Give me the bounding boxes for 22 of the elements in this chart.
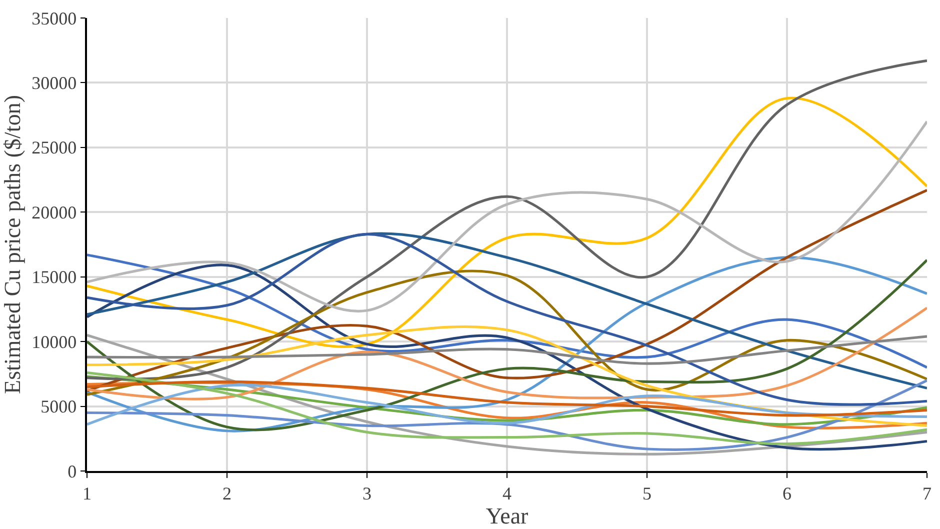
y-tick-label: 0 [68,461,77,482]
x-tick-label: 7 [922,483,932,504]
line-series [87,380,927,417]
line-series [87,59,927,380]
x-tick-label: 1 [82,483,92,504]
x-tick-label: 3 [362,483,372,504]
x-tick-label: 6 [782,483,792,504]
y-tick-label: 15000 [32,267,77,288]
y-axis-title: Estimated Cu price paths ($/ton) [0,95,25,394]
line-series [87,371,927,446]
x-tick-label: 2 [222,483,232,504]
line-series [87,120,927,312]
y-tick-label: 35000 [32,8,77,28]
line-series [87,335,927,365]
y-tick-label: 25000 [32,138,77,158]
y-tick-label: 10000 [32,332,77,352]
y-tick-label: 30000 [32,73,77,94]
y-tick-label: 20000 [32,202,77,222]
x-axis-title: Year [486,503,529,528]
y-tick-label: 5000 [40,396,77,417]
x-tick-label: 4 [502,483,512,504]
x-tick-label: 5 [642,483,652,504]
